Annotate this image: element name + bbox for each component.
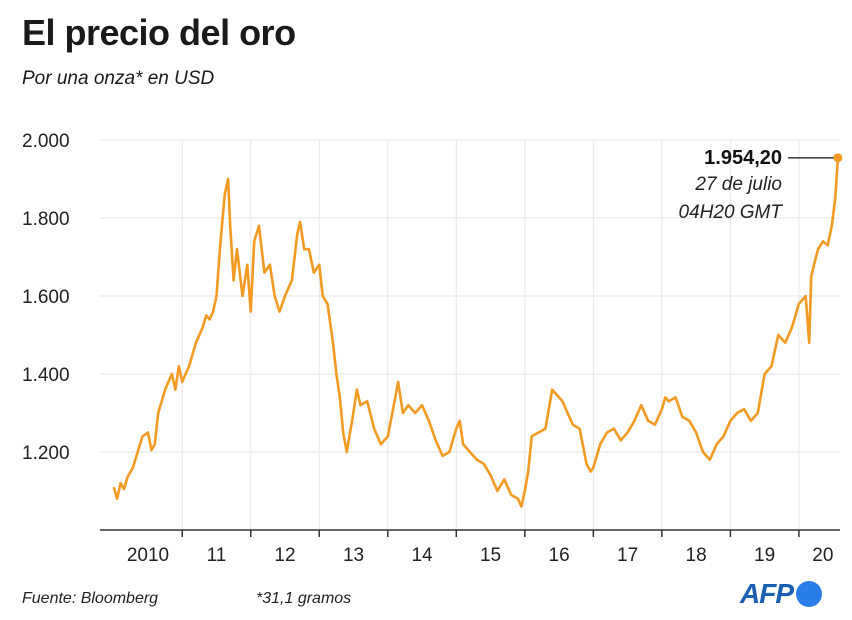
annotation-time: 04H20 GMT [679, 202, 784, 223]
y-tick-label: 1.200 [22, 443, 70, 464]
source-note: Fuente: Bloomberg [22, 590, 159, 607]
price-line [112, 157, 840, 508]
x-tick-label: 12 [274, 545, 295, 566]
x-tick-label: 11 [207, 545, 227, 566]
y-tick-label: 2.000 [22, 131, 70, 152]
y-tick-labels: 1.200 1.400 1.600 1.800 2.000 [22, 131, 70, 464]
afp-logo: AFP [740, 578, 822, 610]
last-value-marker [833, 153, 843, 163]
x-tick-label: 13 [343, 545, 364, 566]
x-tick-label: 16 [549, 545, 570, 566]
x-axis [100, 529, 840, 537]
x-gridlines [181, 140, 800, 530]
x-tick-labels: 2010 11 12 13 14 15 16 17 18 19 20 [127, 545, 834, 566]
annotation-date: 27 de julio [694, 174, 782, 195]
last-value-annotation: 1.954,20 27 de julio 04H20 GMT [679, 147, 843, 223]
x-tick-label: 18 [686, 545, 707, 566]
afp-logo-dot [796, 581, 822, 607]
x-tick-label: 14 [411, 545, 433, 566]
y-tick-label: 1.400 [22, 365, 70, 386]
x-tick-label: 15 [480, 545, 501, 566]
afp-logo-text: AFP [740, 578, 794, 609]
annotation-value: 1.954,20 [704, 147, 782, 169]
x-tick-label: 19 [754, 545, 775, 566]
x-tick-label: 17 [617, 545, 638, 566]
chart-title: El precio del oro [22, 12, 296, 53]
y-tick-label: 1.600 [22, 287, 70, 308]
x-tick-label: 2010 [127, 545, 169, 566]
chart-subtitle: Por una onza* en USD [22, 68, 215, 89]
footnote: *31,1 gramos [256, 590, 352, 607]
y-tick-label: 1.800 [22, 209, 70, 230]
x-tick-label: 20 [812, 545, 833, 566]
